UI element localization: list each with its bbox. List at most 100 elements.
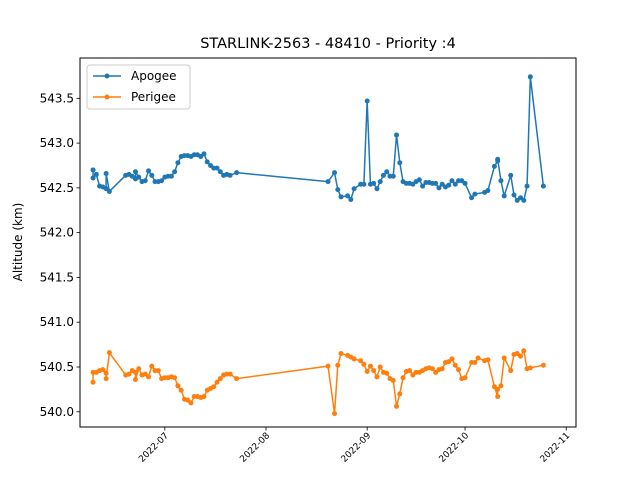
- apogee-point-62: [397, 160, 403, 166]
- series-line-apogee: [92, 76, 545, 202]
- perigee-point-9: [126, 371, 132, 377]
- y-tick-label: 542.5: [40, 181, 74, 195]
- apogee-point-48: [348, 197, 354, 203]
- apogee-point-51: [361, 181, 367, 187]
- apogee-point-90: [498, 178, 504, 184]
- apogee-point-16: [146, 168, 152, 174]
- perigee-point-11: [132, 369, 138, 375]
- perigee-point-0: [90, 379, 96, 385]
- perigee-point-90: [495, 386, 501, 392]
- apogee-point-68: [416, 177, 422, 183]
- y-tick-label: 543.0: [40, 136, 74, 150]
- apogee-point-98: [527, 74, 533, 80]
- apogee-point-13: [136, 174, 142, 180]
- perigee-point-79: [452, 362, 458, 368]
- y-axis-ticks: 540.0 540.5 541.0 541.5 542.0 542.5 543.0 543.5: [40, 91, 80, 419]
- apogee-point-49: [351, 186, 357, 192]
- perigee-point-19: [155, 368, 161, 374]
- apogee-point-58: [384, 169, 390, 175]
- apogee-point-25: [175, 160, 181, 166]
- perigee-point-49: [351, 356, 357, 362]
- apogee-point-38: [217, 169, 223, 175]
- perigee-point-96: [518, 353, 524, 359]
- x-tick-label: 2022-11: [539, 431, 573, 465]
- perigee-point-78: [449, 356, 455, 362]
- perigee-point-84: [472, 360, 478, 366]
- perigee-point-26: [178, 387, 184, 393]
- perigee-point-43: [325, 363, 331, 369]
- perigee-point-25: [175, 383, 181, 389]
- apogee-point-93: [511, 192, 517, 198]
- y-tick-label: 540.5: [40, 360, 74, 374]
- perigee-point-13: [136, 366, 142, 372]
- apogee-point-60: [390, 173, 396, 179]
- apogee-point-87: [491, 163, 497, 169]
- apogee-point-86: [485, 188, 491, 194]
- perigee-point-61: [394, 403, 400, 409]
- perigee-point-92: [501, 355, 507, 361]
- legend-marker-perigee: [104, 94, 110, 100]
- perigee-point-54: [371, 368, 377, 374]
- perigee-point-80: [456, 367, 462, 373]
- perigee-point-60: [390, 377, 396, 383]
- perigee-point-93: [508, 368, 514, 374]
- perigee-point-17: [149, 363, 155, 369]
- perigee-point-42: [234, 376, 240, 382]
- apogee-point-15: [142, 178, 148, 184]
- chart-title: STARLINK-2563 - 48410 - Priority :4: [200, 36, 456, 52]
- apogee-point-52: [364, 98, 370, 104]
- perigee-point-4: [100, 367, 106, 373]
- perigee-point-45: [335, 362, 341, 368]
- perigee-point-65: [407, 368, 413, 374]
- perigee-point-44: [332, 411, 338, 417]
- perigee-point-56: [377, 364, 383, 370]
- perigee-point-89: [495, 394, 501, 400]
- x-tick-label: 2022-08: [238, 431, 272, 465]
- plot-frame: [79, 57, 577, 428]
- apogee-point-82: [462, 180, 468, 186]
- apogee-point-69: [420, 183, 426, 189]
- x-tick-label: 2022-07: [137, 431, 171, 465]
- perigee-point-37: [214, 379, 220, 385]
- perigee-point-33: [201, 394, 207, 400]
- apogee-point-0: [90, 167, 96, 173]
- perigee-point-62: [397, 391, 403, 397]
- perigee-point-97: [521, 348, 527, 354]
- apogee-point-54: [371, 180, 377, 186]
- perigee-point-41: [227, 371, 233, 377]
- perigee-point-16: [146, 374, 152, 380]
- apogee-point-46: [338, 194, 344, 200]
- perigee-point-53: [367, 363, 373, 369]
- perigee-point-29: [188, 400, 194, 406]
- apogee-point-78: [449, 178, 455, 184]
- y-tick-label: 543.5: [40, 91, 74, 105]
- apogee-point-45: [335, 187, 341, 193]
- apogee-point-44: [332, 170, 338, 176]
- y-tick-label: 541.5: [40, 270, 74, 284]
- perigee-point-99: [527, 365, 533, 371]
- perigee-point-87: [485, 357, 491, 363]
- apogee-point-41: [227, 172, 233, 178]
- apogee-point-73: [433, 180, 439, 186]
- apogee-point-24: [172, 169, 178, 175]
- apogee-point-84: [472, 191, 478, 197]
- perigee-point-58: [384, 370, 390, 376]
- apogee-point-7: [106, 188, 112, 194]
- perigee-point-100: [540, 362, 546, 368]
- apogee-point-57: [380, 172, 386, 178]
- legend-marker-apogee: [104, 73, 110, 79]
- legend-label-apogee: Apogee: [131, 69, 177, 83]
- y-tick-label: 541.0: [40, 315, 74, 329]
- y-tick-label: 540.0: [40, 405, 74, 419]
- perigee-point-46: [338, 351, 344, 357]
- perigee-point-6: [103, 376, 109, 382]
- apogee-point-96: [521, 197, 527, 203]
- apogee-point-79: [452, 181, 458, 187]
- series-apogee: [90, 74, 546, 203]
- x-tick-label: 2022-10: [438, 431, 472, 465]
- apogee-point-92: [508, 172, 514, 178]
- apogee-point-1: [90, 175, 96, 181]
- apogee-point-77: [446, 182, 452, 188]
- perigee-point-72: [429, 366, 435, 372]
- perigee-point-63: [400, 375, 406, 381]
